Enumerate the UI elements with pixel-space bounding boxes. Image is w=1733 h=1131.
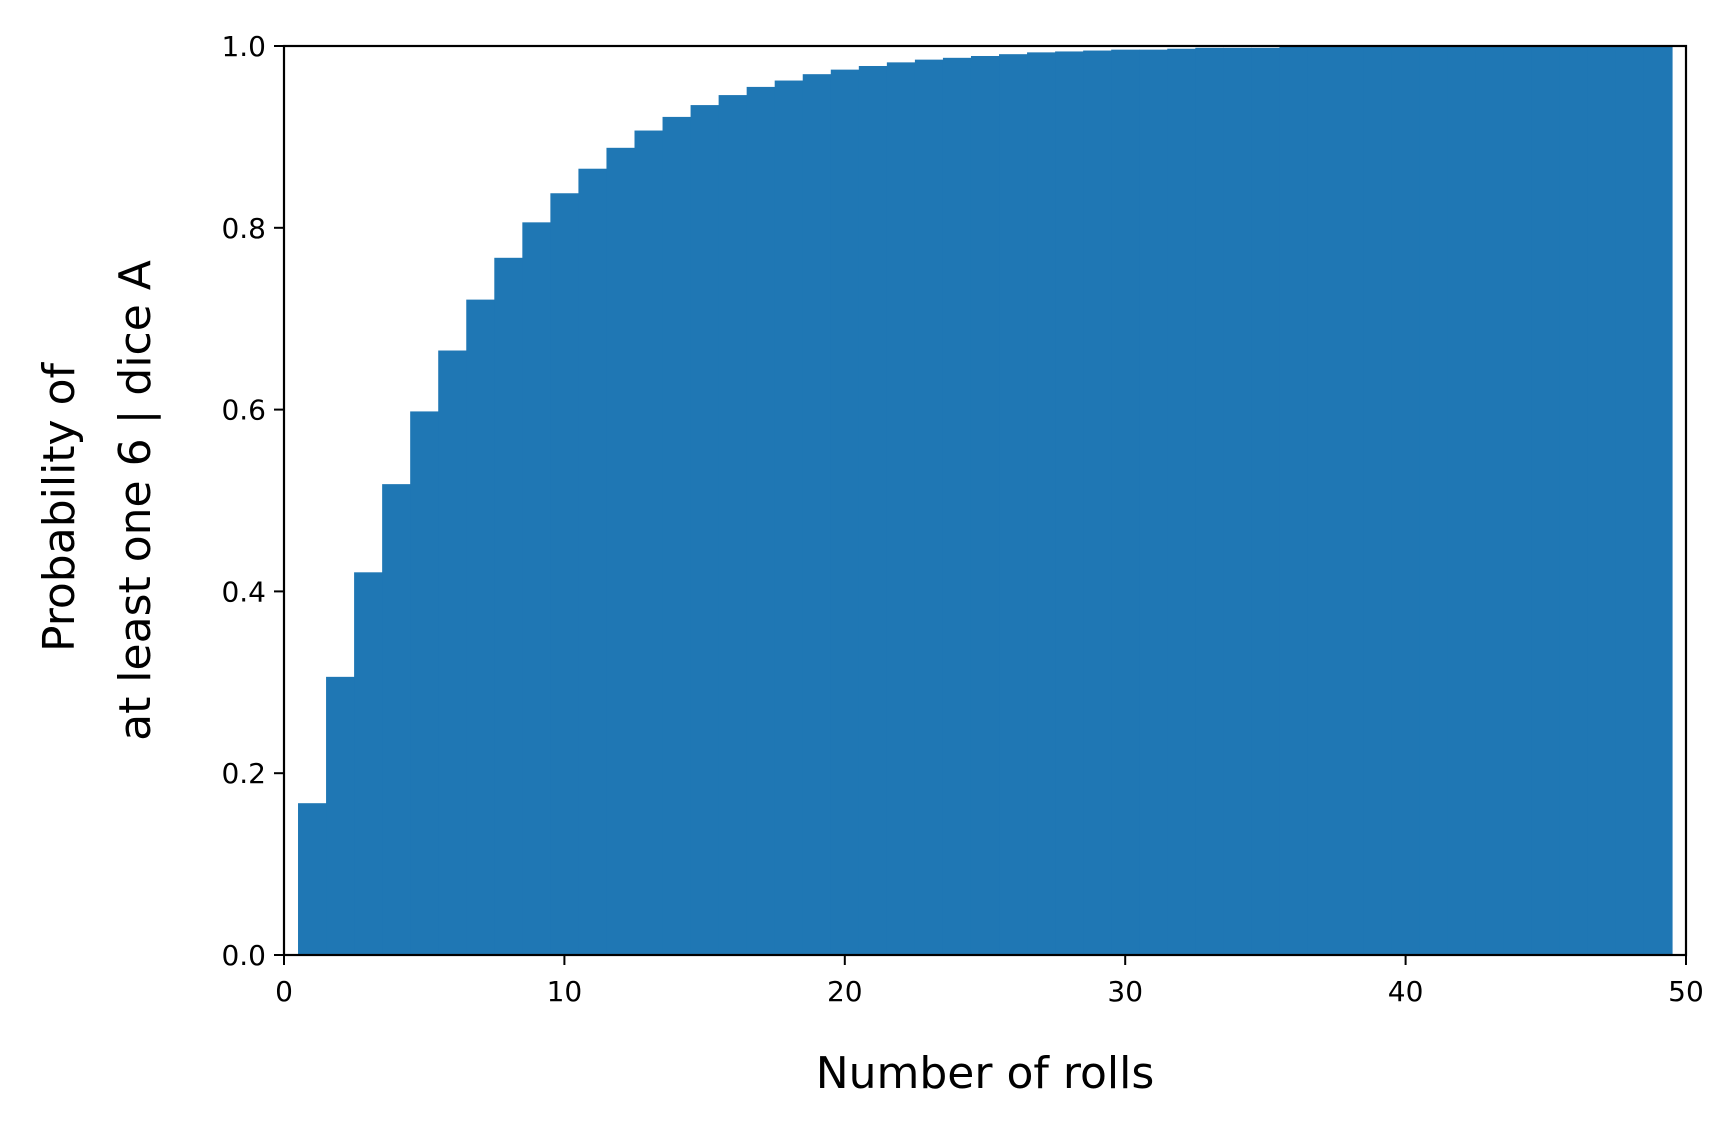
bar-11 (578, 168, 608, 956)
bar-34 (1223, 47, 1252, 956)
bar-7 (466, 299, 495, 956)
bar-21 (858, 65, 888, 956)
bar-5 (410, 411, 439, 956)
y-tick-label: 0.8 (221, 212, 266, 245)
y-tick-label: 0.0 (221, 939, 266, 972)
bar-12 (606, 147, 636, 956)
bar-10 (550, 193, 580, 955)
bar-17 (746, 86, 776, 955)
bar-22 (886, 62, 916, 955)
bar-49 (1643, 46, 1673, 955)
bar-47 (1587, 46, 1617, 955)
bar-14 (662, 116, 692, 956)
x-tick-label: 30 (1107, 975, 1143, 1008)
bar-32 (1167, 48, 1196, 956)
bar-13 (634, 130, 664, 956)
axis-ticks: 0 10 20 30 40 50 0.0 0.2 0.4 0.6 0.8 1.0 (221, 30, 1703, 1008)
bar-41 (1419, 46, 1449, 956)
bar-18 (774, 80, 804, 956)
x-tick-label: 20 (827, 975, 863, 1008)
bar-45 (1531, 46, 1561, 955)
bar-27 (1027, 52, 1056, 956)
bar-46 (1559, 46, 1589, 955)
bar-23 (914, 59, 944, 955)
bar-39 (1363, 46, 1393, 956)
bar-2 (326, 676, 355, 955)
bar-26 (999, 54, 1028, 955)
bar-42 (1447, 46, 1477, 955)
bar-16 (718, 95, 748, 955)
bar-43 (1475, 46, 1505, 955)
y-axis-title-line-1: Probability of (34, 362, 85, 652)
bar-29 (1083, 50, 1112, 956)
bar-36 (1279, 46, 1309, 956)
bar-30 (1111, 49, 1140, 956)
bar-28 (1055, 51, 1084, 956)
bar-35 (1251, 47, 1281, 956)
y-tick-label: 0.2 (221, 757, 266, 790)
bar-19 (802, 74, 832, 955)
x-tick-label: 10 (547, 975, 583, 1008)
bar-37 (1307, 46, 1337, 956)
bar-38 (1335, 46, 1365, 956)
bar-48 (1615, 46, 1645, 955)
bar-24 (942, 57, 972, 955)
bar-20 (830, 69, 860, 955)
x-tick-label: 40 (1388, 975, 1424, 1008)
bar-8 (494, 257, 523, 955)
bar-15 (690, 105, 720, 955)
y-axis-title-line-2: at least one 6 | dice A (110, 260, 161, 741)
x-tick-label: 50 (1668, 975, 1704, 1008)
y-tick-label: 1.0 (221, 30, 266, 63)
x-axis-title: Number of rolls (816, 1048, 1155, 1099)
bars-group (298, 46, 1673, 956)
bar-33 (1195, 47, 1224, 956)
bar-3 (354, 572, 383, 955)
bar-25 (970, 55, 1000, 955)
bar-6 (438, 350, 467, 955)
bar-1 (298, 803, 327, 955)
bar-9 (522, 222, 551, 955)
plot-area-frame (282, 44, 1688, 957)
bar-40 (1391, 46, 1421, 956)
y-tick-label: 0.4 (221, 575, 266, 608)
bar-4 (382, 484, 411, 955)
bar-31 (1139, 49, 1168, 956)
y-axis-title: Probability of at least one 6 | dice A (34, 260, 161, 741)
x-tick-label: 0 (275, 975, 293, 1008)
bar-44 (1503, 46, 1533, 955)
y-tick-label: 0.6 (221, 394, 266, 427)
